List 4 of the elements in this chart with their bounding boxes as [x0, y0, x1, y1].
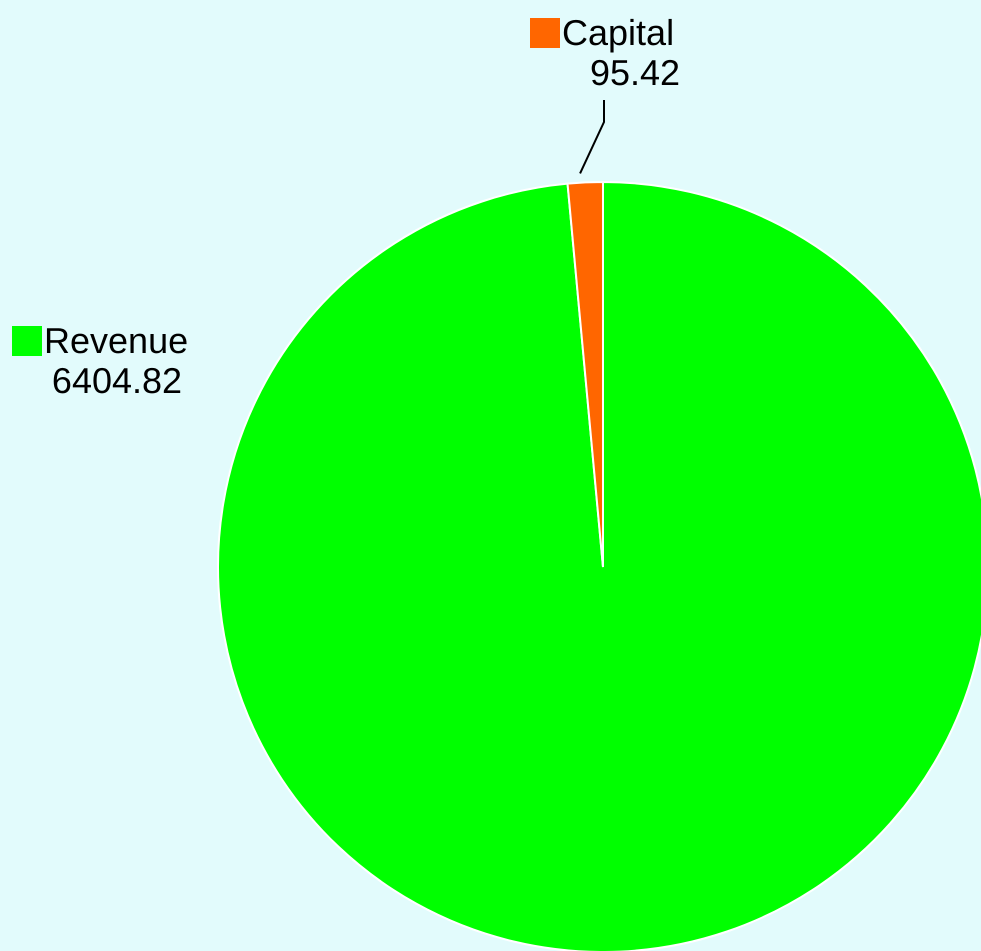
data-label: 95.42: [590, 52, 680, 93]
data-label: 6404.82: [52, 360, 182, 401]
legend-label: Revenue: [44, 320, 188, 361]
legend-label: Capital: [562, 12, 674, 53]
